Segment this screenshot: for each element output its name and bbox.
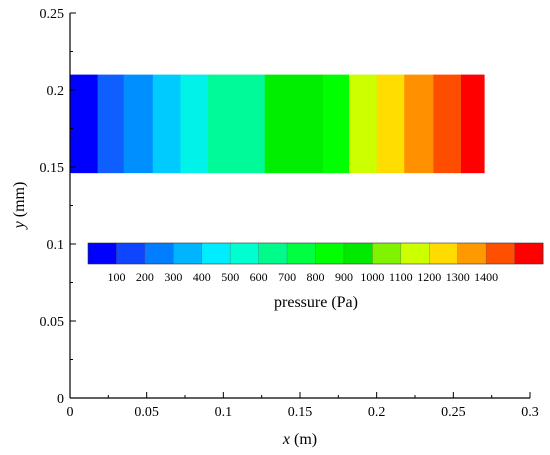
y-axis-label: y (mm) [11,182,28,231]
colorbar-tick-label: 800 [307,270,325,284]
x-tick-label: 0.15 [288,405,313,420]
x-ticks: 0 0.05 0.1 0.15 0.2 0.25 0.3 [67,392,539,420]
colorbar-segment [230,243,260,264]
colorbar-segment [372,243,402,264]
field-band [404,74,434,174]
y-tick-label: 0.05 [40,315,65,330]
colorbar-segment [486,243,515,264]
x-axis-label: x (m) [282,431,317,448]
colorbar-segment [514,243,544,264]
x-tick-label: 0.2 [368,405,386,420]
colorbar: 100 200 300 400 500 600 700 800 900 1000 1100 1200 1… [87,242,544,284]
y-tick-label: 0.2 [47,84,65,99]
colorbar-tick-label: 1000 [360,270,384,284]
colorbar-tick-label: 1300 [446,270,470,284]
colorbar-segment [429,243,459,264]
colorbar-segment [400,243,430,264]
colorbar-tick-label: 100 [107,270,125,284]
y-tick-label: 0.15 [40,161,65,176]
colorbar-segment [343,243,373,264]
field-band [349,74,378,174]
field-band [264,74,324,174]
colorbar-tick-label: 700 [278,270,296,284]
x-tick-label: 0.3 [521,405,539,420]
colorbar-segment [144,243,174,264]
colorbar-tick-label: 600 [250,270,268,284]
field-band [323,74,350,174]
field-band [180,74,209,174]
colorbar-title: pressure (Pa) [274,294,358,311]
x-tick-label: 0.1 [215,405,233,420]
y-ticks: 0 0.05 0.1 0.15 0.2 0.25 [40,7,76,407]
y-tick-label: 0 [57,392,64,407]
colorbar-tick-label: 1400 [474,270,498,284]
colorbar-tick-label: 200 [136,270,154,284]
axes [69,13,530,399]
field-band [376,74,405,174]
colorbar-segment [258,243,288,264]
field-band [123,74,154,174]
colorbar-segment [201,243,231,264]
field-band [70,74,99,174]
colorbar-tick-label: 900 [335,270,353,284]
colorbar-border [87,242,544,265]
colorbar-tick-label: 400 [193,270,211,284]
colorbar-tick-label: 300 [164,270,182,284]
colorbar-segment [287,243,316,264]
colorbar-segment [315,243,345,264]
y-tick-label: 0.1 [47,238,65,253]
x-tick-label: 0.25 [441,405,466,420]
field-band [461,74,485,174]
colorbar-segment [88,243,117,264]
colorbar-segment [173,243,203,264]
colorbar-segment [457,243,487,264]
pressure-field [70,74,485,174]
field-band [433,74,462,174]
colorbar-tick-label: 500 [221,270,239,284]
field-band [208,74,266,174]
y-tick-label: 0.25 [40,7,65,22]
colorbar-tick-label: 1100 [389,270,413,284]
colorbar-tick-label: 1200 [417,270,441,284]
x-tick-label: 0.05 [134,405,159,420]
colorbar-segment [116,243,146,264]
field-band [152,74,181,174]
x-tick-label: 0 [67,405,74,420]
field-band [97,74,125,174]
